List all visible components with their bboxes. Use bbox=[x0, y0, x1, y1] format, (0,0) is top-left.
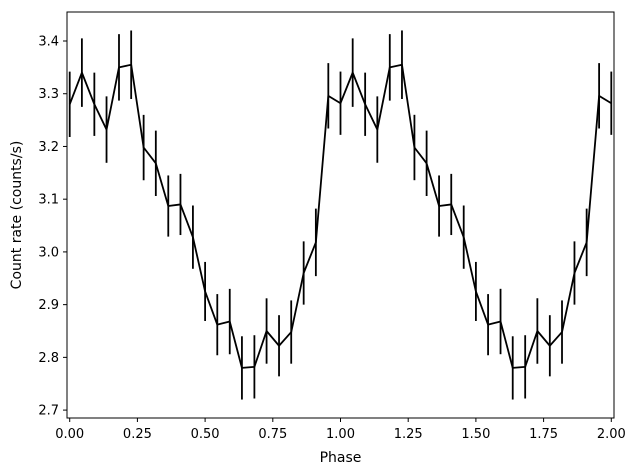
x-axis-label: Phase bbox=[320, 450, 362, 465]
y-tick-label: 3.0 bbox=[38, 245, 59, 260]
y-tick-label: 2.8 bbox=[38, 351, 59, 366]
y-tick-label: 2.7 bbox=[38, 404, 59, 419]
y-tick-label: 3.2 bbox=[38, 140, 59, 155]
x-axis: 0.00 0.25 0.50 0.75 1.00 1.25 1.50 1.75 2.00 bbox=[55, 418, 626, 442]
x-tick-label: 0.25 bbox=[123, 427, 152, 442]
x-tick-label: 0.50 bbox=[191, 427, 220, 442]
y-axis: 2.7 2.8 2.9 3.0 3.1 3.2 3.3 3.4 bbox=[38, 35, 67, 419]
plot-layer bbox=[68, 30, 613, 400]
x-tick-label: 0.75 bbox=[258, 427, 287, 442]
y-tick-label: 2.9 bbox=[38, 298, 59, 313]
x-tick-label: 1.50 bbox=[461, 427, 490, 442]
x-tick-label: 1.75 bbox=[529, 427, 558, 442]
y-axis-label: Count rate (counts/s) bbox=[9, 141, 25, 290]
y-tick-label: 3.4 bbox=[38, 35, 59, 50]
y-tick-label: 3.1 bbox=[38, 193, 59, 208]
x-tick-label: 0.00 bbox=[55, 427, 84, 442]
y-tick-label: 3.3 bbox=[38, 87, 59, 102]
x-tick-label: 1.00 bbox=[326, 427, 355, 442]
count-rate-line bbox=[68, 63, 612, 369]
x-tick-label: 2.00 bbox=[597, 427, 626, 442]
x-tick-label: 1.25 bbox=[394, 427, 423, 442]
